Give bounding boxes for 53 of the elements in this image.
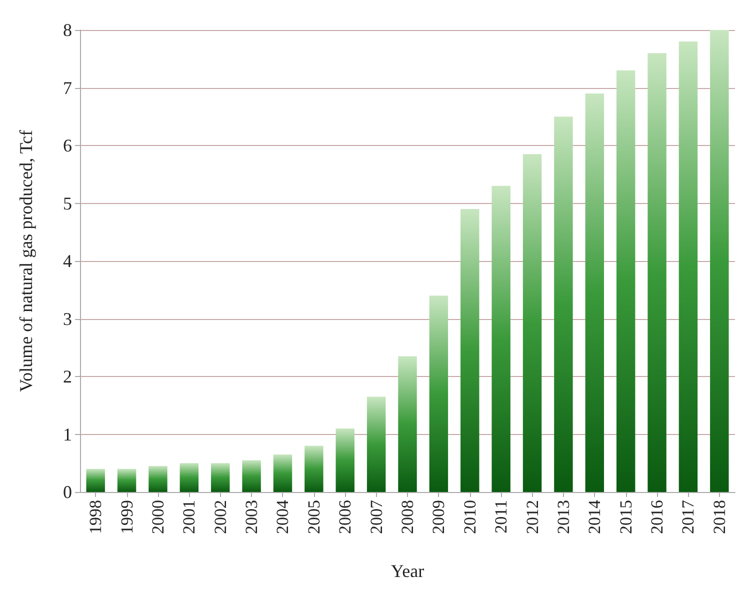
x-tick-label: 2000 — [148, 500, 168, 534]
bar — [273, 454, 292, 492]
x-tick-label: 2011 — [492, 500, 511, 534]
x-tick-label: 2018 — [710, 500, 729, 534]
y-tick-label: 4 — [63, 251, 72, 271]
x-tick-label: 2001 — [180, 500, 199, 534]
bar — [648, 53, 666, 492]
x-tick-label: 2003 — [242, 500, 262, 534]
x-tick-label: 2014 — [585, 500, 604, 534]
x-tick-label: 1999 — [117, 500, 136, 534]
x-tick-label: 2005 — [304, 500, 324, 534]
y-tick-label: 8 — [63, 20, 72, 40]
bar — [180, 463, 199, 492]
bar — [710, 30, 729, 492]
x-tick-label: 2012 — [522, 500, 542, 534]
x-tick-label: 2017 — [678, 500, 698, 534]
bar — [148, 466, 168, 492]
x-tick-label: 2008 — [398, 500, 417, 534]
x-tick-label: 2004 — [273, 500, 292, 534]
bar — [492, 186, 510, 492]
bar — [86, 468, 105, 492]
y-tick-label: 3 — [63, 308, 72, 329]
x-tick-label: 2006 — [336, 500, 355, 534]
bar — [616, 70, 636, 492]
x-tick-label: 2010 — [460, 500, 480, 534]
bar — [460, 209, 480, 492]
bar — [585, 94, 604, 492]
y-tick-label: 2 — [63, 366, 72, 386]
bar — [522, 154, 542, 492]
bar — [304, 446, 324, 492]
bar — [429, 296, 448, 492]
bar — [211, 463, 230, 492]
bar — [366, 396, 386, 492]
x-tick-label: 2002 — [210, 500, 230, 534]
x-tick-label: 2007 — [366, 500, 386, 534]
bar — [398, 356, 417, 492]
x-axis-title: Year — [390, 561, 424, 581]
y-tick-label: 5 — [63, 193, 72, 214]
y-tick-label: 0 — [63, 482, 72, 502]
y-axis-title: Volume of natural gas produced, Tcf — [16, 130, 36, 392]
bar — [117, 468, 136, 492]
x-tick-label: 2009 — [429, 500, 448, 534]
x-tick-label: 2013 — [554, 500, 573, 534]
bar — [678, 42, 698, 492]
bar — [242, 460, 261, 492]
x-tick-label: 2016 — [648, 500, 667, 534]
x-tick-label: 1998 — [86, 500, 106, 534]
y-tick-label: 6 — [63, 136, 72, 156]
y-tick-label: 1 — [63, 424, 72, 444]
y-tick-label: 7 — [63, 78, 72, 98]
bar — [554, 116, 573, 492]
bar — [336, 428, 354, 492]
x-tick-label: 2015 — [616, 500, 636, 534]
